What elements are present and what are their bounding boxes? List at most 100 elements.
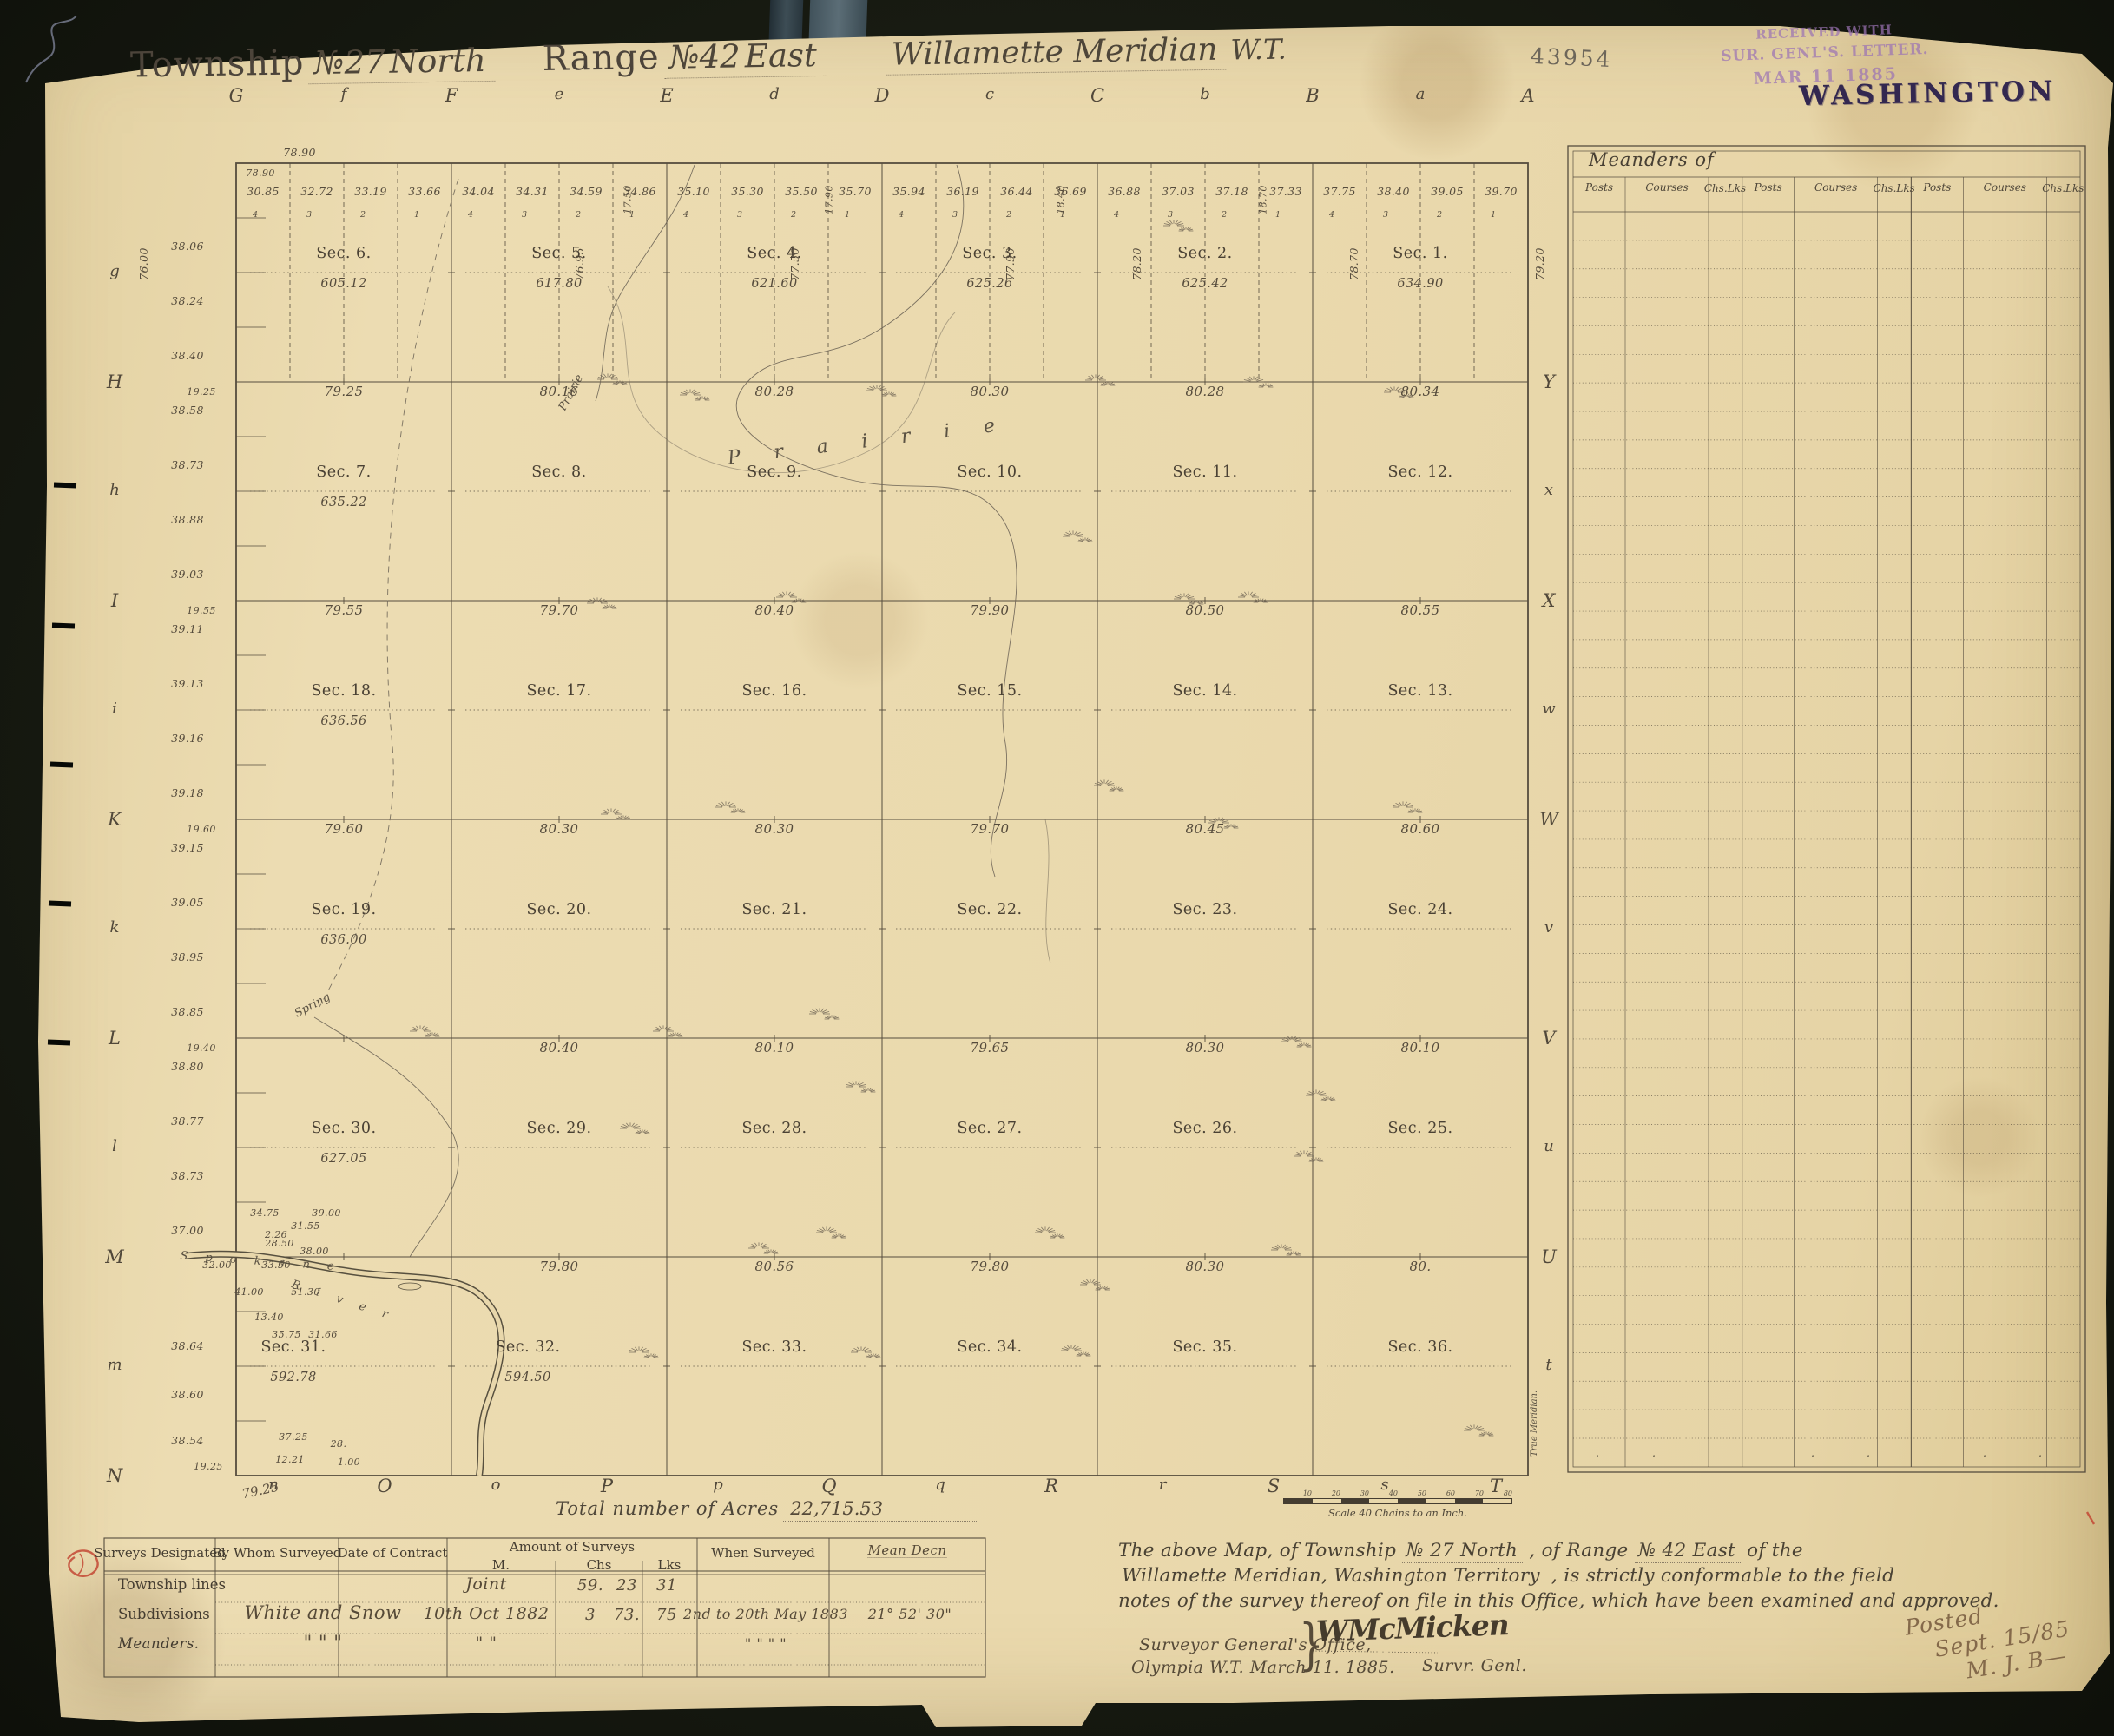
section-label: Sec. 14. [1172,682,1238,700]
office-brace: } [1299,1613,1324,1677]
north-chain-value: 36.69 [1054,185,1087,198]
section-acres: 605.12 [320,277,367,291]
section-label: Sec. 22. [957,901,1023,918]
lot-number: 4 [467,210,474,220]
grid-letter-left: N [106,1465,123,1486]
lot-number: 3 [736,210,743,220]
grid-letter-top: B [1306,85,1320,106]
section-label: Sec. 26. [1172,1120,1238,1137]
signature-title: Survr. Genl. [1422,1656,1527,1675]
west-chain-value: 38.64 [171,1339,204,1352]
west-chain-value: 38.54 [171,1434,204,1447]
section-label: Sec. 28. [741,1120,807,1137]
grid-letter-bottom: R [1044,1476,1058,1496]
north-chain-value: 34.59 [570,185,603,198]
lot-number: 1 [1059,210,1066,220]
section-line-value: 79.70 [970,821,1010,837]
section-label: Sec. 16. [741,682,807,700]
section-line-value: 80.30 [1185,1040,1225,1055]
section-label: Sec. 36. [1387,1338,1453,1356]
lot-number: 2 [1436,210,1443,220]
meanders-col-posts: Posts [1585,181,1613,194]
section-acres: 627.05 [320,1152,367,1166]
meanders-col-posts: Posts [1754,181,1782,194]
river-area-value: 31.55 [291,1220,320,1232]
office-line1: Surveyor General's Office, [1139,1635,1372,1654]
section-label: Sec. 11. [1172,464,1238,481]
west-chain-value: 38.85 [171,1005,204,1018]
cell-date-of-contract: Joint [465,1575,507,1594]
section-label: Sec. 9. [747,464,802,481]
river-area-value: 13.40 [254,1312,284,1323]
grid-letter-left: I [110,590,119,611]
lot-number: 2 [575,210,582,220]
north-chain-value: 37.75 [1323,185,1356,198]
grid-letter-top: D [874,85,890,106]
cell-miles: 59. [576,1576,604,1595]
meanders-col-chains-links: Chs.Lks [1703,182,1747,194]
west-chain-value: 38.58 [171,404,204,417]
west-chain-value: 38.73 [171,1169,204,1182]
closing-quarter-value: 17.50 [622,185,634,214]
cell-when-surveyed: 2nd to 20th May 1883 [683,1606,848,1622]
west-chain-value: 39.11 [171,622,204,635]
meanders-table-title: Meanders of [1589,149,1715,170]
north-chain-value: 35.94 [892,185,925,198]
west-chain-value: 39.16 [171,732,204,745]
west-line-value: 19.25 [187,386,216,398]
prairie-label: P r a i r i e [726,413,1011,470]
grid-letter-top: f [340,85,347,103]
west-line-value: 19.55 [187,605,216,616]
col-header-links: Lks [657,1557,682,1573]
west-line-value: 19.40 [187,1042,216,1054]
section-label: Sec. 13. [1387,682,1453,700]
section-line-value: 79.65 [970,1040,1010,1055]
col-header-date-of-contract: Date of Contract [337,1545,448,1561]
red-tick [2085,1511,2096,1525]
corner-scribble [25,15,77,83]
river-area-value: 1.00 [337,1457,361,1468]
col-header-mean-declination: Mean Decn [867,1542,947,1558]
red-annotation-mark [67,1511,2096,1577]
river-area-value: 28.50 [265,1238,294,1249]
lot-number: 1 [629,210,636,220]
grid-letter-top: c [985,85,995,103]
section-line-value: 80.60 [1400,821,1440,837]
lot-number: 3 [952,210,958,220]
cell-chains: 73. [613,1606,641,1624]
grid-letter-bottom: p [713,1476,723,1494]
section-label: Sec. 10. [957,464,1023,481]
closing-quarter-value: 18.70 [1257,185,1269,214]
section-acres: 625.26 [966,277,1013,291]
river-area-value: 34.75 [250,1207,280,1219]
west-chain-value: 39.18 [171,786,204,799]
west-chain-value: 38.60 [171,1388,204,1401]
grid-letter-right: t [1545,1356,1552,1374]
grid-letter-left: H [106,372,123,392]
lot-number: 4 [1113,210,1120,220]
certification-text: The above Map, of Township № 27 North , … [1118,1540,1999,1615]
section-label: Sec. 7. [316,464,372,481]
section-label: Sec. 32. [495,1338,561,1356]
north-chain-value: 36.19 [946,185,979,198]
north-chain-value: 35.30 [731,185,764,198]
closing-mile-value: 79.20 [1532,247,1546,280]
certification-segment: , of Range [1523,1540,1635,1562]
grid-letter-left: i [112,700,117,718]
west-chain-value: 38.88 [171,513,204,526]
scale-tick: 60 [1446,1489,1455,1497]
col-header-chains: Chs [586,1557,612,1573]
grid-letter-bottom: s [1380,1476,1389,1494]
section-label: Sec. 25. [1387,1120,1453,1137]
grid-letter-left: L [109,1028,121,1049]
section-acres: 636.56 [320,714,367,728]
grid-letter-top: A [1521,85,1535,106]
section-acres: 621.60 [751,277,798,291]
section-line-value: 80.40 [539,1040,579,1055]
grid-letter-left: K [108,809,122,830]
meanders-footer-dot: . [1596,1447,1599,1459]
closing-mile-value: 78.70 [1347,247,1360,280]
survey-row-label: Meanders. [118,1635,200,1652]
river-area-value: 41.00 [234,1286,264,1298]
